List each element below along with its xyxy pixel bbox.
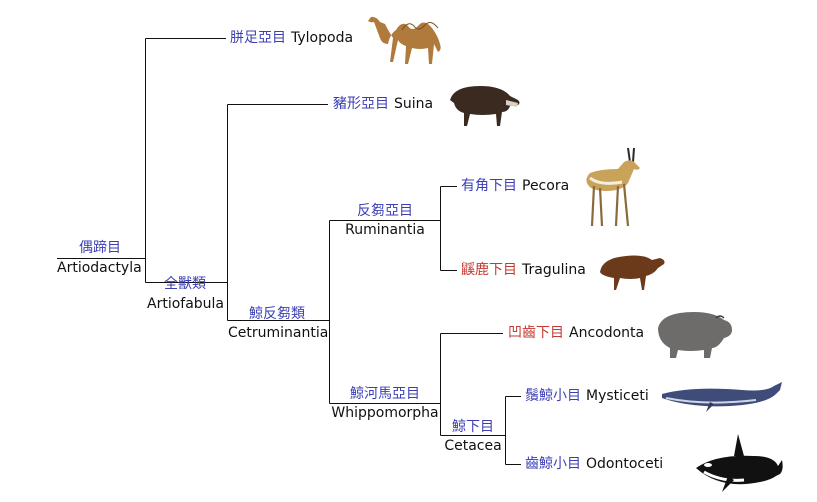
leaf-mysticeti-en: Mysticeti (586, 388, 649, 404)
leaf-ancodonta-en: Ancodonta (569, 325, 645, 341)
ruminantia-label-en: Ruminantia (345, 222, 425, 238)
gazelle-image (586, 147, 640, 227)
cetruminantia-label-zh: 鯨反芻類 (249, 306, 305, 322)
leaf-pecora: 有角下目 Pecora (461, 178, 569, 194)
leaf-tragulina: 鼷鹿下目 Tragulina (461, 262, 586, 278)
leaf-odontoceti-en: Odontoceti (586, 456, 664, 472)
leaf-ancodonta-zh: 凹齒下目 (508, 325, 564, 341)
leaf-mysticeti-zh: 鬚鯨小目 (525, 388, 581, 404)
artiofabula-label-en: Artiofabula (147, 296, 225, 312)
leaf-pecora-en: Pecora (522, 178, 570, 194)
cetruminantia-label-en: Cetruminantia (228, 325, 329, 341)
leaf-ancodonta: 凹齒下目 Ancodonta (508, 325, 644, 341)
leaf-odontoceti: 齒鯨小目 Odontoceti (525, 456, 663, 472)
whippomorpha-label-zh: 鯨河馬亞目 (350, 386, 420, 402)
leaf-mysticeti: 鬚鯨小目 Mysticeti (525, 388, 649, 404)
wild-boar-image (450, 86, 520, 126)
leaf-suina-en: Suina (394, 96, 434, 112)
blue-whale-image (662, 382, 782, 412)
whippomorpha-label-en: Whippomorpha (331, 405, 439, 421)
hippopotamus-image (658, 312, 732, 358)
leaf-tragulina-en: Tragulina (522, 262, 586, 278)
root-label-en: Artiodactyla (57, 260, 142, 276)
orca-image (696, 434, 783, 492)
cetacea-label-zh: 鯨下目 (452, 419, 494, 435)
camel-image (368, 16, 441, 64)
leaf-suina: 豬形亞目 Suina (333, 96, 433, 112)
leaf-tylopoda-en: Tylopoda (291, 30, 354, 46)
ruminantia-label-zh: 反芻亞目 (357, 203, 413, 219)
leaf-pecora-zh: 有角下目 (461, 178, 517, 194)
leaf-tragulina-zh: 鼷鹿下目 (461, 262, 517, 278)
chevrotain-image (600, 255, 665, 290)
cetacea-label-en: Cetacea (444, 438, 502, 454)
artiofabula-label-zh: 全獸類 (164, 276, 206, 292)
leaf-tylopoda-zh: 胼足亞目 (230, 30, 286, 46)
root-label-zh: 偶蹄目 (79, 240, 121, 256)
leaf-tylopoda: 胼足亞目 Tylopoda (230, 30, 353, 46)
leaf-suina-zh: 豬形亞目 (333, 96, 389, 112)
leaf-odontoceti-zh: 齒鯨小目 (525, 456, 581, 472)
